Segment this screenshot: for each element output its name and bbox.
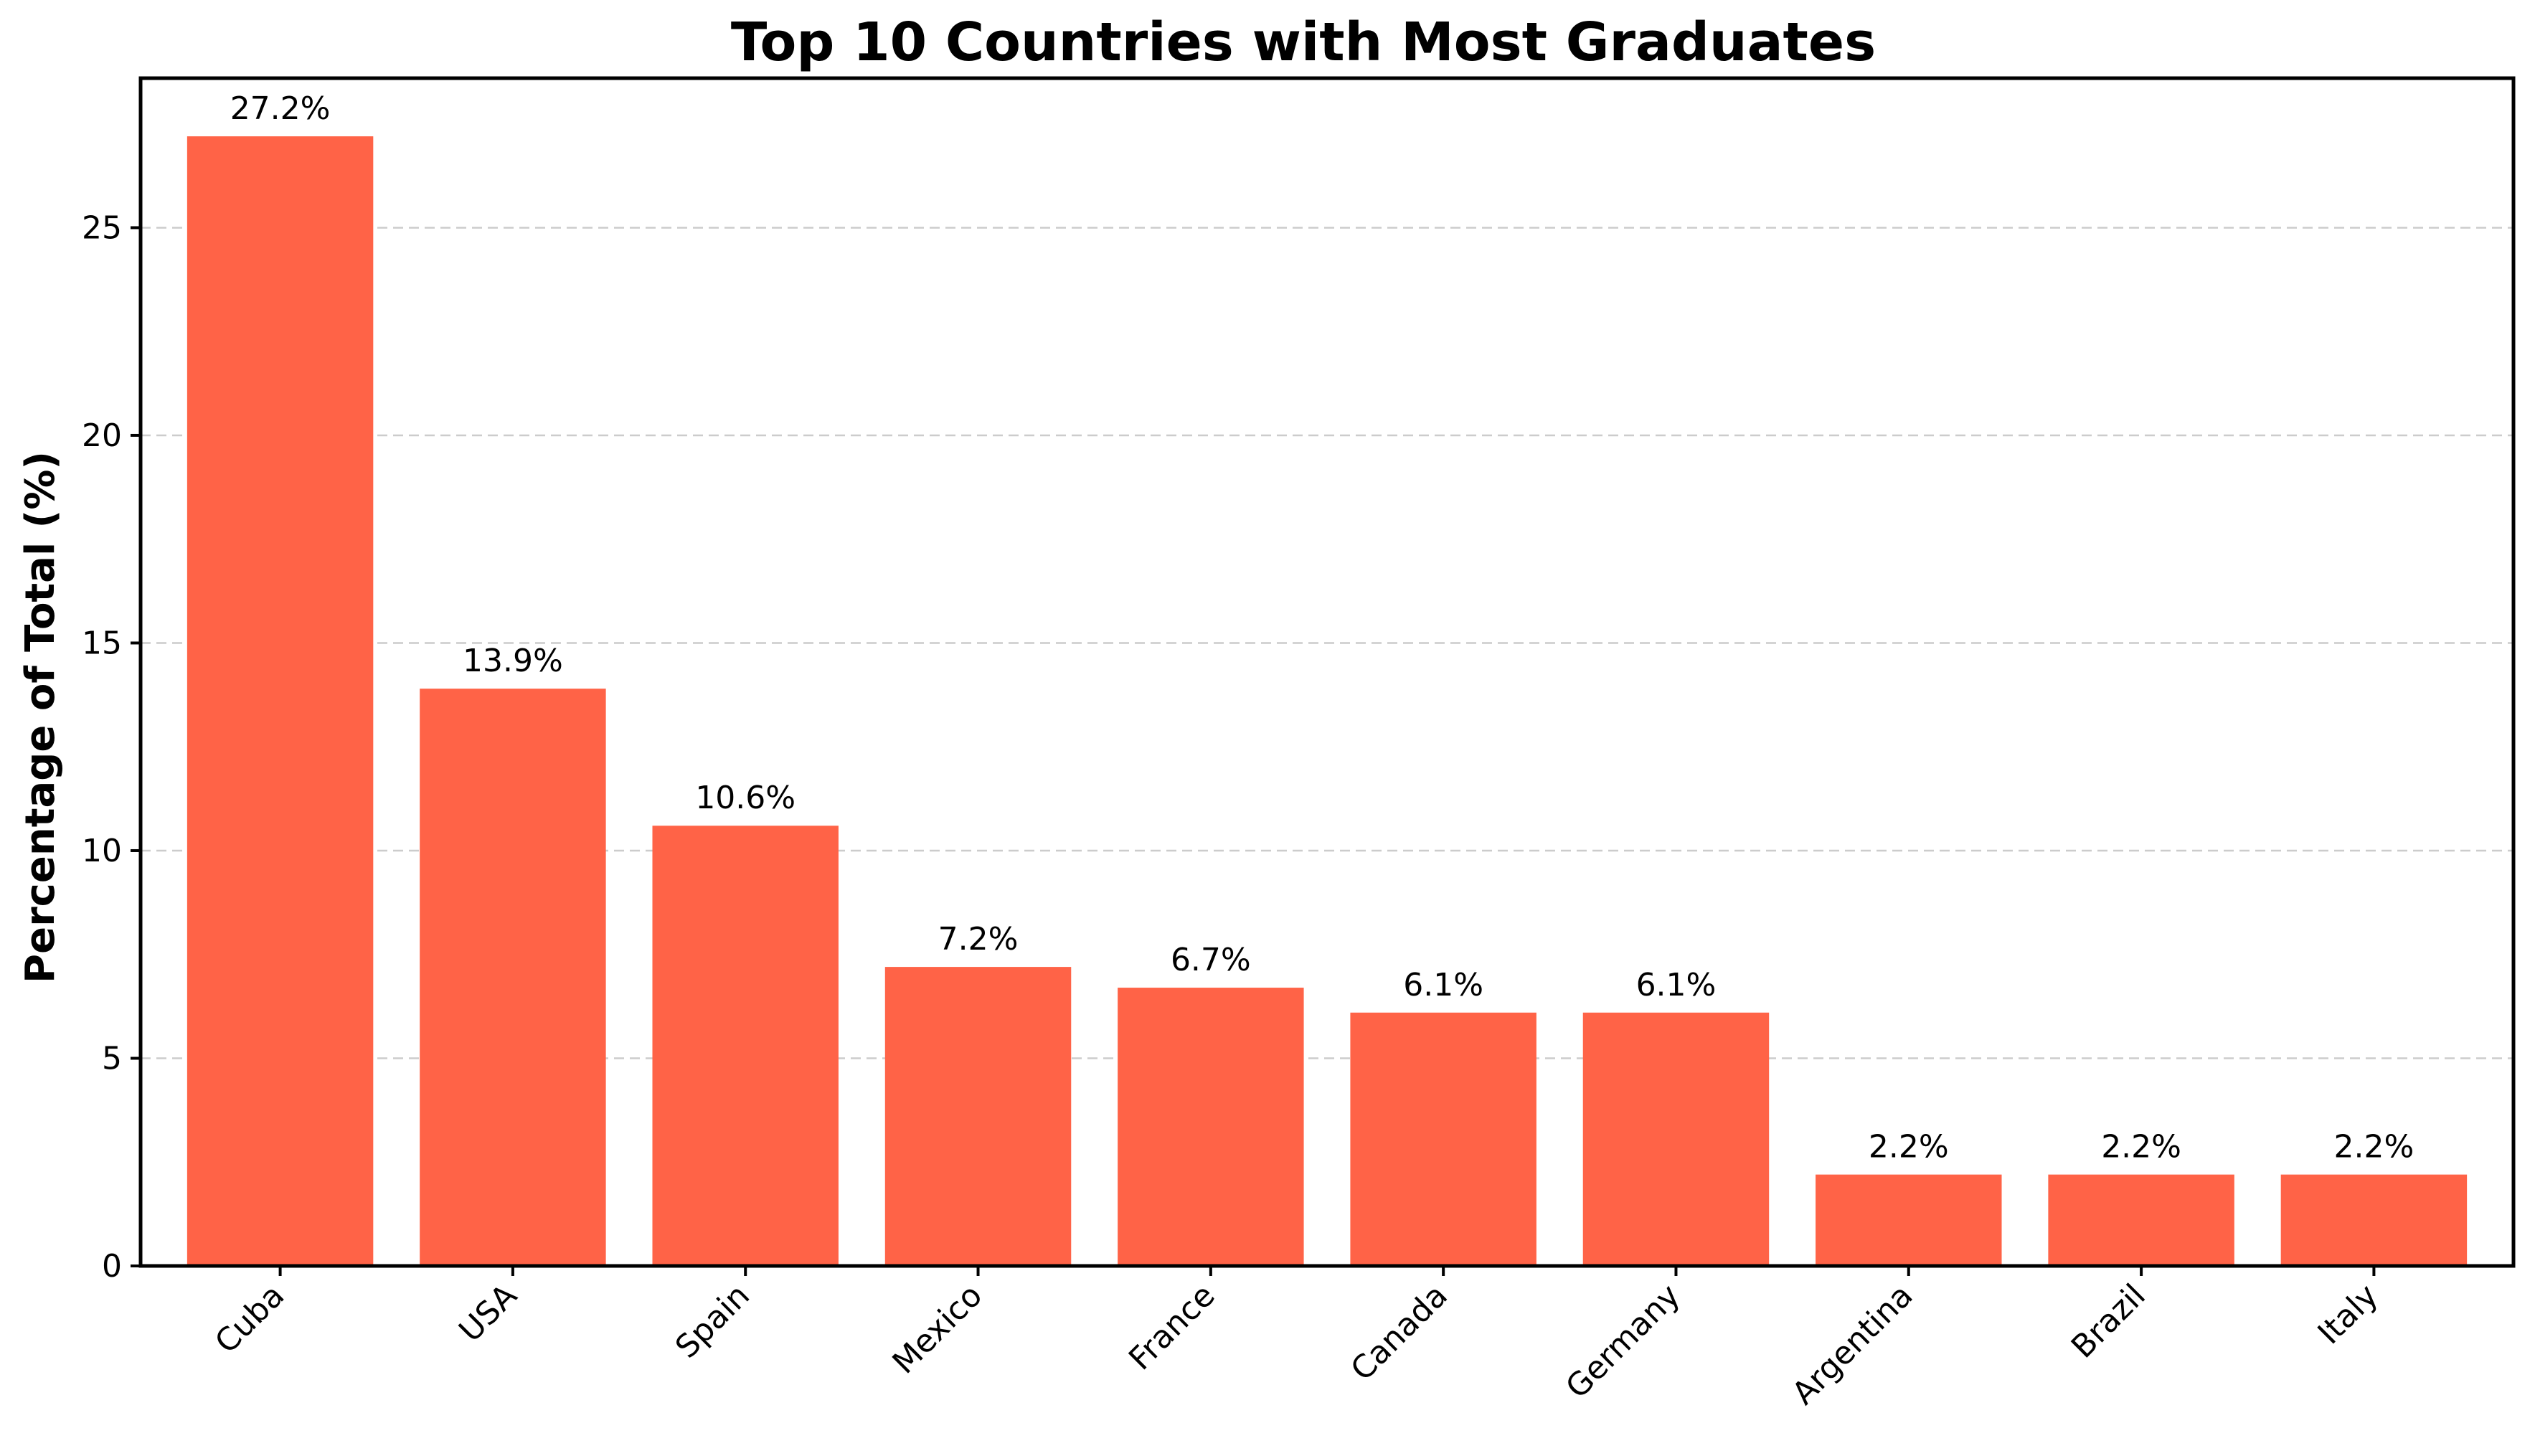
bar-brazil [2048,1174,2234,1266]
x-tick-label: Italy [2311,1277,2386,1352]
x-tick-label: Canada [1344,1277,1454,1388]
bar-value-label: 6.1% [1403,967,1483,1003]
bar-value-label: 27.2% [230,90,331,127]
y-tick-label: 10 [82,833,122,869]
x-tick-label: Brazil [2064,1277,2153,1366]
x-tick-label: Spain [669,1277,757,1366]
bar-value-label: 13.9% [463,643,563,679]
y-tick-label: 15 [82,625,122,661]
bar-mexico [884,967,1072,1266]
y-axis-label: Percentage of Total (%) [17,451,64,983]
x-tick-label: Argentina [1785,1277,1920,1412]
bar-value-label: 2.2% [2101,1129,2181,1166]
bar-italy [2280,1174,2468,1266]
plot-frame [138,76,2516,1268]
bar-usa [420,689,606,1266]
bar-value-label: 7.2% [938,921,1019,958]
x-axis-ticks: Cuba USA Spain Mexico France Canada Germany Arg… [208,1266,2385,1412]
chart-title: Top 10 Countries with Most Graduates [731,11,1876,73]
x-tick-label: Mexico [886,1277,990,1381]
y-tick-label: 25 [82,209,122,246]
bar-argentina [1816,1174,2002,1266]
bar-germany [1582,1012,1770,1266]
x-tick-label: Cuba [208,1277,291,1361]
x-tick-label: USA [452,1277,524,1349]
y-axis-ticks: 0 5 10 15 20 25 [82,209,141,1285]
bar-canada [1350,1012,1536,1266]
bar-value-label: 2.2% [1869,1129,1949,1166]
bar-france [1118,988,1304,1266]
bar-value-label: 6.7% [1171,942,1251,978]
bar-value-label: 10.6% [695,780,796,816]
y-tick-label: 20 [82,417,122,454]
x-tick-label: Germany [1559,1277,1687,1406]
bar-spain [652,826,839,1266]
bar-value-labels: 27.2% 13.9% 10.6% 7.2% 6.7% 6.1% 6.1% 2.2% 2.2% 2… [230,90,2414,1166]
bar-cuba [187,136,374,1266]
bars [187,136,2468,1266]
x-tick-label: France [1122,1277,1222,1378]
y-tick-label: 0 [102,1248,122,1285]
y-tick-label: 5 [102,1040,122,1077]
bar-value-label: 6.1% [1636,967,1717,1003]
bar-value-label: 2.2% [2334,1129,2414,1166]
